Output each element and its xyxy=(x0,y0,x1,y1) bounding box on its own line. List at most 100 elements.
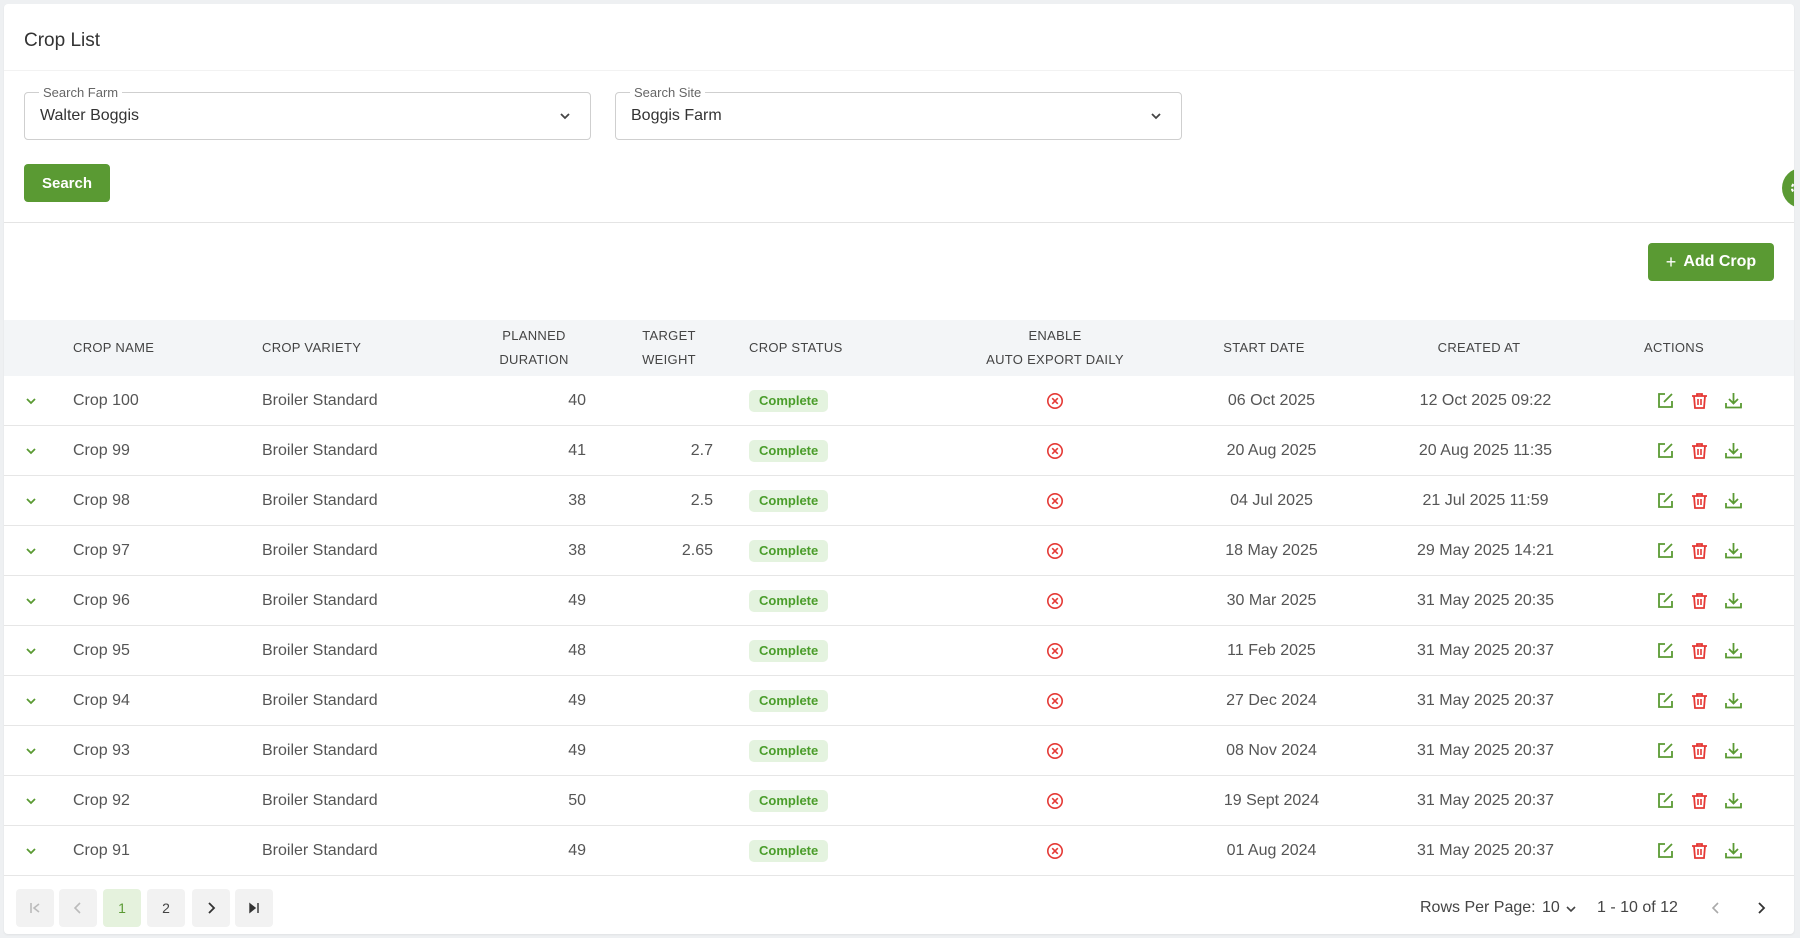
divider xyxy=(4,222,1794,223)
settings-tab[interactable] xyxy=(1782,168,1794,208)
target-weight: 2.5 xyxy=(690,492,713,509)
chevron-down-icon[interactable] xyxy=(24,844,38,858)
crop-name: Crop 99 xyxy=(73,442,130,459)
chevron-down-icon[interactable] xyxy=(24,494,38,508)
edit-icon[interactable] xyxy=(1656,741,1675,760)
chevron-down-icon[interactable] xyxy=(24,744,38,758)
chevron-right-icon xyxy=(208,902,216,914)
status-badge: Complete xyxy=(749,640,829,662)
download-icon[interactable] xyxy=(1724,591,1743,610)
first-page-button[interactable] xyxy=(16,889,54,927)
header-created-at[interactable]: CREATED AT xyxy=(1437,340,1521,355)
header-crop-variety[interactable]: CROP VARIETY xyxy=(262,340,362,355)
add-crop-button[interactable]: + Add Crop xyxy=(1648,243,1774,281)
delete-icon[interactable] xyxy=(1690,841,1709,860)
page-button[interactable]: 1 xyxy=(103,889,141,927)
delete-icon[interactable] xyxy=(1690,491,1709,510)
crop-name: Crop 91 xyxy=(73,842,130,859)
page-button[interactable]: 2 xyxy=(147,889,185,927)
download-icon[interactable] xyxy=(1724,791,1743,810)
chevron-down-icon[interactable] xyxy=(1565,903,1577,915)
download-icon[interactable] xyxy=(1724,391,1743,410)
pagination-range: 1 - 10 of 12 xyxy=(1597,899,1678,916)
delete-icon[interactable] xyxy=(1690,691,1709,710)
search-farm-select[interactable]: Search Farm Walter Boggis xyxy=(24,85,591,140)
plus-icon: + xyxy=(1665,251,1677,272)
edit-icon[interactable] xyxy=(1656,491,1675,510)
disabled-x-icon xyxy=(1047,493,1063,509)
download-icon[interactable] xyxy=(1724,841,1743,860)
chevron-down-icon[interactable] xyxy=(24,444,38,458)
table-row: Crop 97 Broiler Standard 38 2.65 Complet… xyxy=(4,526,1794,576)
crop-name: Crop 94 xyxy=(73,692,130,709)
status-badge: Complete xyxy=(749,690,829,712)
header-start-date[interactable]: START DATE xyxy=(1223,340,1305,355)
chevron-down-icon[interactable] xyxy=(24,644,38,658)
crop-variety: Broiler Standard xyxy=(262,542,378,559)
edit-icon[interactable] xyxy=(1656,541,1675,560)
edit-icon[interactable] xyxy=(1656,691,1675,710)
edit-icon[interactable] xyxy=(1656,841,1675,860)
header-target-line2: WEIGHT xyxy=(642,352,696,367)
header-crop-status[interactable]: CROP STATUS xyxy=(749,340,843,355)
delete-icon[interactable] xyxy=(1690,391,1709,410)
delete-icon[interactable] xyxy=(1690,591,1709,610)
next-page-button[interactable] xyxy=(192,889,230,927)
delete-icon[interactable] xyxy=(1690,641,1709,660)
target-weight xyxy=(614,776,713,826)
rows-per-page-select[interactable]: 10 xyxy=(1542,899,1560,916)
table-row: Crop 92 Broiler Standard 50 Complete 19 … xyxy=(4,776,1794,826)
status-badge: Complete xyxy=(749,840,829,862)
planned-duration: 50 xyxy=(568,792,586,809)
chevron-right-icon[interactable] xyxy=(1753,900,1769,916)
chevron-down-icon[interactable] xyxy=(24,394,38,408)
chevron-down-icon[interactable] xyxy=(24,544,38,558)
header-target-line1: TARGET xyxy=(642,328,696,343)
pagination-bar: 1 2 Rows Per Page: 10 1 - 10 of 12 xyxy=(4,884,1794,934)
download-icon[interactable] xyxy=(1724,441,1743,460)
created-at: 21 Jul 2025 11:59 xyxy=(1422,492,1549,509)
chevron-left-icon[interactable] xyxy=(1708,900,1724,916)
edit-icon[interactable] xyxy=(1656,391,1675,410)
delete-icon[interactable] xyxy=(1690,441,1709,460)
edit-icon[interactable] xyxy=(1656,791,1675,810)
header-auto-export[interactable]: ENABLE AUTO EXPORT DAILY xyxy=(945,324,1165,372)
header-target-weight[interactable]: TARGET WEIGHT xyxy=(614,324,724,372)
chevron-down-icon xyxy=(1151,113,1161,120)
delete-icon[interactable] xyxy=(1690,791,1709,810)
start-date: 20 Aug 2025 xyxy=(1226,442,1317,459)
delete-icon[interactable] xyxy=(1690,541,1709,560)
chevron-down-icon[interactable] xyxy=(24,794,38,808)
header-crop-name[interactable]: CROP NAME xyxy=(73,340,155,355)
disabled-x-icon xyxy=(1047,693,1063,709)
download-icon[interactable] xyxy=(1724,741,1743,760)
header-planned-duration[interactable]: PLANNED DURATION xyxy=(479,324,589,372)
start-date: 19 Sept 2024 xyxy=(1223,792,1320,809)
download-icon[interactable] xyxy=(1724,541,1743,560)
table-row: Crop 94 Broiler Standard 49 Complete 27 … xyxy=(4,676,1794,726)
planned-duration: 41 xyxy=(568,442,586,459)
page-title: Crop List xyxy=(24,30,101,51)
disabled-x-icon xyxy=(1047,743,1063,759)
prev-page-button[interactable] xyxy=(59,889,97,927)
edit-icon[interactable] xyxy=(1656,591,1675,610)
crop-name: Crop 92 xyxy=(73,792,130,809)
edit-icon[interactable] xyxy=(1656,641,1675,660)
download-icon[interactable] xyxy=(1724,691,1743,710)
delete-icon[interactable] xyxy=(1690,741,1709,760)
download-icon[interactable] xyxy=(1724,641,1743,660)
edit-icon[interactable] xyxy=(1656,441,1675,460)
table-row: Crop 95 Broiler Standard 48 Complete 11 … xyxy=(4,626,1794,676)
last-page-button[interactable] xyxy=(235,889,273,927)
start-date: 01 Aug 2024 xyxy=(1226,842,1317,859)
start-date: 08 Nov 2024 xyxy=(1226,742,1317,759)
chevron-down-icon[interactable] xyxy=(24,694,38,708)
download-icon[interactable] xyxy=(1724,491,1743,510)
search-button[interactable]: Search xyxy=(24,164,110,202)
disabled-x-icon xyxy=(1047,843,1063,859)
table-row: Crop 96 Broiler Standard 49 Complete 30 … xyxy=(4,576,1794,626)
crop-list-card: Crop List Search Farm Walter Boggis Sear… xyxy=(4,4,1794,934)
search-site-select[interactable]: Search Site Boggis Farm xyxy=(615,85,1182,140)
chevron-down-icon[interactable] xyxy=(24,594,38,608)
planned-duration: 48 xyxy=(568,642,586,659)
